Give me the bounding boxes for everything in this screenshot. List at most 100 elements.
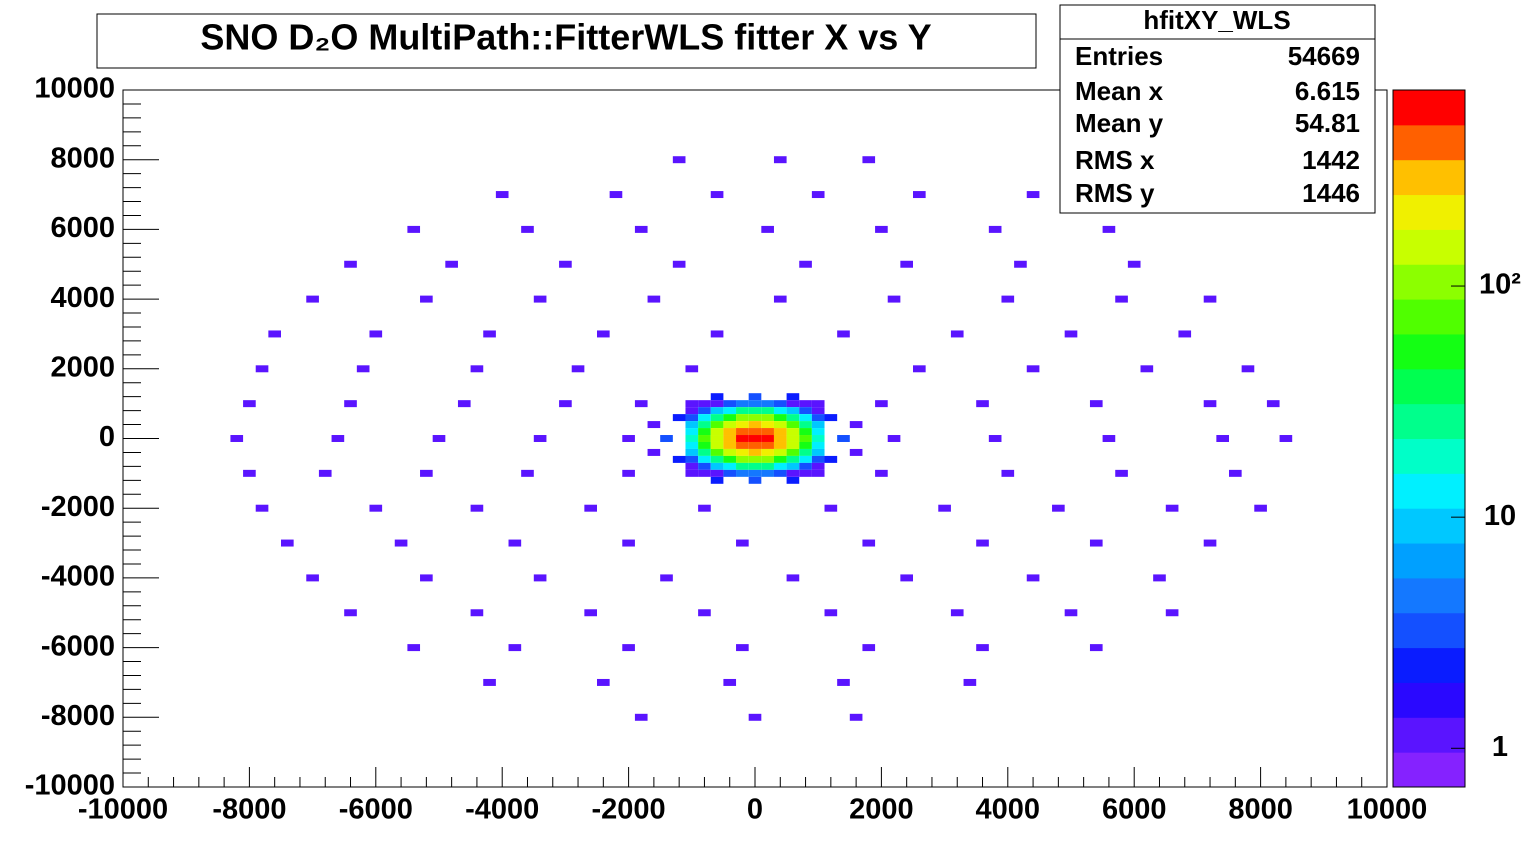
bin <box>862 156 876 164</box>
bin <box>356 365 370 373</box>
bin <box>786 448 800 456</box>
bin <box>824 504 838 512</box>
x-tick-label: -2000 <box>592 794 666 826</box>
bin <box>723 421 737 429</box>
bin <box>685 469 699 477</box>
color-band <box>1393 577 1465 614</box>
bin <box>786 435 800 442</box>
bin <box>799 428 812 436</box>
bin <box>773 462 787 470</box>
bin <box>736 448 749 456</box>
bin <box>306 295 319 303</box>
bin <box>748 462 762 470</box>
bin <box>1178 330 1192 338</box>
color-band <box>1393 438 1465 474</box>
bin <box>647 448 661 456</box>
bin <box>786 441 800 449</box>
bin <box>559 260 572 268</box>
color-band <box>1393 403 1465 439</box>
bin <box>748 455 762 463</box>
bin <box>710 421 724 429</box>
color-band <box>1393 473 1465 509</box>
color-band <box>1393 682 1465 718</box>
bin <box>698 414 711 422</box>
bin <box>799 448 812 456</box>
bin <box>634 713 648 721</box>
bin <box>698 469 711 477</box>
x-tick-label: 6000 <box>1102 794 1167 826</box>
bin <box>748 428 762 436</box>
bin <box>255 365 269 373</box>
bin <box>1216 435 1229 442</box>
bin <box>685 435 699 442</box>
x-tick-label: 8000 <box>1228 794 1293 826</box>
bin <box>938 504 951 512</box>
color-band <box>1393 194 1465 230</box>
bin <box>976 644 989 652</box>
stats-value: 54669 <box>1288 41 1360 71</box>
bin <box>672 260 686 268</box>
bin <box>710 448 724 456</box>
bin <box>685 448 699 456</box>
bin <box>685 365 699 373</box>
stats-box: hfitXY_WLS Entries 54669 Mean x 6.615 Mean y… <box>1059 4 1376 214</box>
bin <box>862 644 876 652</box>
bin <box>736 455 749 463</box>
bin <box>1052 504 1065 512</box>
bin <box>710 476 724 484</box>
bin <box>811 400 825 408</box>
bin <box>710 455 724 463</box>
bin <box>799 435 812 442</box>
bin <box>761 400 774 408</box>
bin <box>799 400 812 408</box>
x-tick-label: 10000 <box>1347 794 1428 826</box>
stats-label: Mean y <box>1075 108 1164 138</box>
bin <box>470 609 484 617</box>
bin <box>597 678 610 686</box>
bin <box>344 260 357 268</box>
bin <box>521 225 534 233</box>
bin <box>723 414 737 422</box>
bin <box>698 421 711 429</box>
y-tick-label: 10000 <box>34 73 115 105</box>
bin <box>672 156 686 164</box>
bin <box>685 441 699 449</box>
stats-label: RMS x <box>1075 145 1155 175</box>
bin <box>1102 225 1116 233</box>
bin <box>698 455 711 463</box>
bin <box>811 462 825 470</box>
bin <box>622 539 635 547</box>
bin <box>761 441 774 449</box>
bin <box>1203 400 1217 408</box>
bin <box>685 414 699 422</box>
bin <box>811 455 825 463</box>
stats-value: 54.81 <box>1295 108 1360 138</box>
color-band <box>1393 229 1465 265</box>
bin <box>432 435 446 442</box>
bin <box>837 678 850 686</box>
bin <box>913 365 926 373</box>
bin <box>1001 295 1015 303</box>
y-tick-label: -2000 <box>41 491 115 523</box>
color-band <box>1393 612 1465 649</box>
bin <box>748 441 762 449</box>
bin <box>811 428 825 436</box>
bin <box>672 455 686 463</box>
x-tick-label: -10000 <box>78 794 168 826</box>
bin <box>761 225 774 233</box>
bin <box>710 428 724 436</box>
bin <box>849 421 863 429</box>
bin <box>849 448 863 456</box>
bin <box>1127 260 1141 268</box>
bin <box>483 678 496 686</box>
bin <box>799 469 812 477</box>
color-band <box>1393 647 1465 683</box>
bin <box>571 365 585 373</box>
bin <box>420 574 433 582</box>
axes: -10000 -8000 -6000 -4000 -2000 0 2000 4000 6000 8… <box>25 73 1428 826</box>
bin <box>407 225 421 233</box>
bin <box>685 455 699 463</box>
y-tick-label: -8000 <box>41 700 115 732</box>
bin <box>243 469 256 477</box>
bin <box>748 400 762 408</box>
